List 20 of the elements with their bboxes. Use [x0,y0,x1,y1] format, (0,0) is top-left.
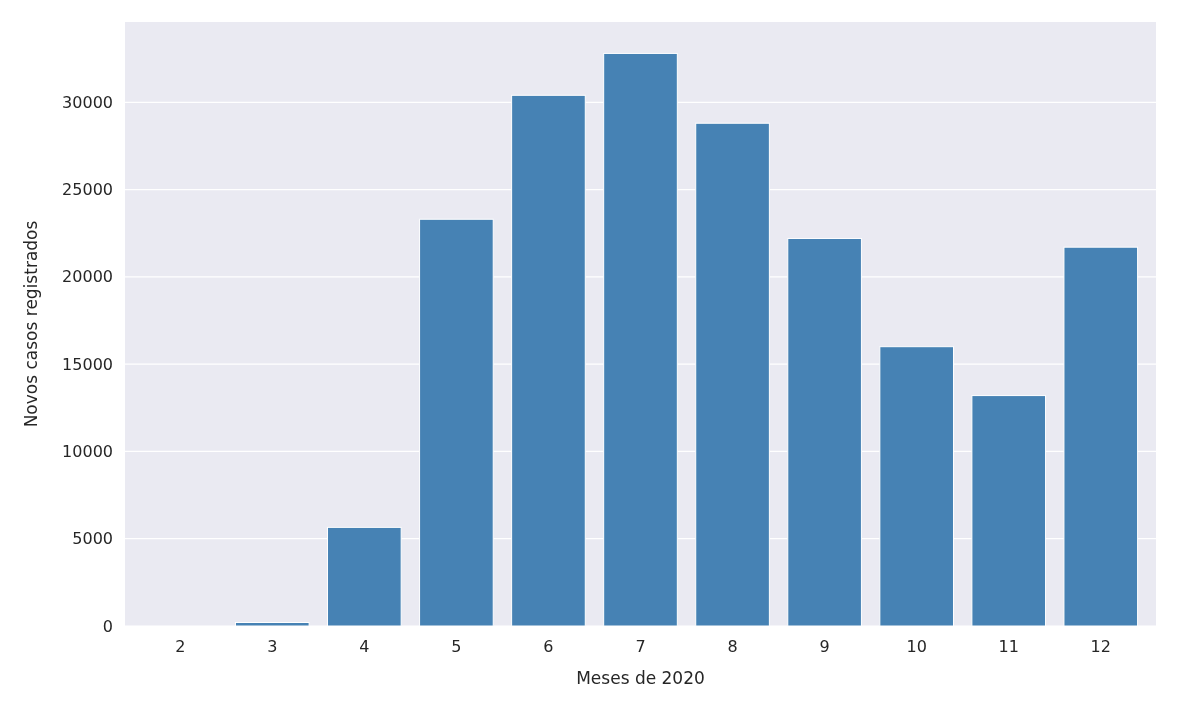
y-tick-label: 30000 [62,92,113,112]
x-axis-title: Meses de 2020 [576,668,705,688]
x-tick-label: 7 [635,637,646,656]
y-tick-label: 0 [102,616,113,636]
x-tick-label: 10 [906,637,927,656]
x-tick-label: 6 [543,637,554,656]
x-tick-label: 8 [727,637,738,656]
y-tick-label: 15000 [62,354,113,374]
x-tick-label: 11 [998,637,1019,656]
x-tick-label: 4 [359,637,370,656]
x-tick-label: 2 [175,637,186,656]
y-tick-label: 25000 [62,180,113,200]
y-tick-label: 10000 [62,442,113,462]
y-tick-label: 5000 [72,529,113,549]
y-tick-label: 20000 [62,267,113,287]
x-tick-label: 5 [451,637,462,656]
x-tick-label: 3 [267,637,278,656]
x-tick-label: 12 [1090,637,1111,656]
x-tick-label: 9 [819,637,830,656]
y-axis-title: Novos casos registrados [21,220,41,428]
